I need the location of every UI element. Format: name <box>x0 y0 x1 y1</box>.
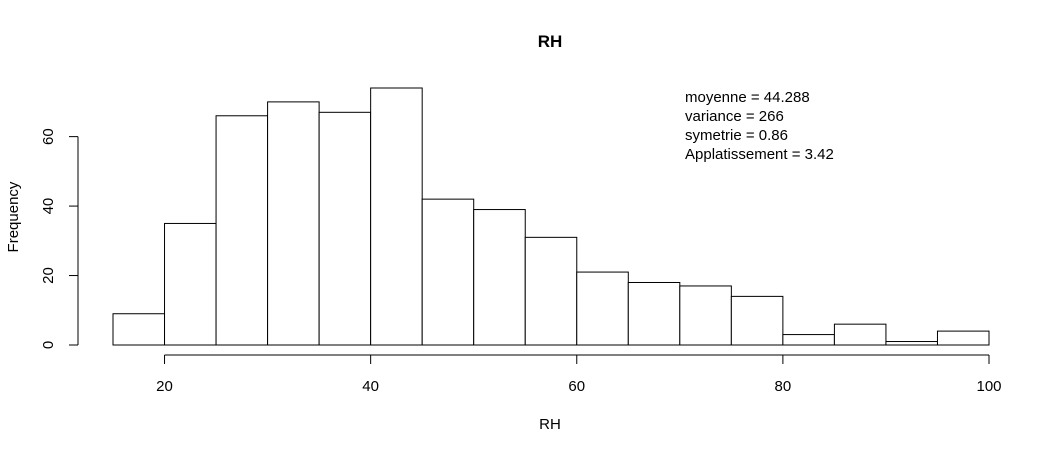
bars-group <box>112 87 990 346</box>
x-tick-label: 80 <box>775 378 792 395</box>
y-tick-label: 60 <box>40 128 57 145</box>
chart-title: RH <box>538 32 563 51</box>
histogram-bar <box>627 281 681 346</box>
x-tick-label: 20 <box>156 378 173 395</box>
y-tick-label: 40 <box>40 198 57 215</box>
histogram-bar <box>885 341 938 346</box>
x-tick-label: 60 <box>568 378 585 395</box>
histogram-bar <box>576 271 629 346</box>
histogram-bar <box>112 313 166 346</box>
stat-annotation: moyenne = 44.288 <box>685 89 810 106</box>
stat-annotation: Applatissement = 3.42 <box>685 146 834 163</box>
stat-annotation: variance = 266 <box>685 108 784 125</box>
x-axis: 20 40 60 80 100 <box>156 354 1002 395</box>
histogram-bar <box>215 115 269 346</box>
histogram-bar <box>421 198 475 346</box>
histogram-bar <box>370 87 423 346</box>
histogram-bar <box>164 222 217 346</box>
histogram-bar <box>473 209 526 346</box>
y-axis: 0 20 40 60 <box>40 128 79 349</box>
x-tick-label: 100 <box>976 378 1001 395</box>
stats-annotations: moyenne = 44.288 variance = 266 symetrie =… <box>685 89 834 163</box>
histogram-bar <box>267 101 320 346</box>
histogram-bar <box>679 285 732 346</box>
stat-annotation: symetrie = 0.86 <box>685 127 788 144</box>
y-axis-label: Frequency <box>5 181 22 252</box>
histogram-bar <box>524 236 578 346</box>
x-axis-label: RH <box>539 416 561 433</box>
histogram-bar <box>782 334 835 346</box>
histogram-bar <box>318 111 372 346</box>
histogram-bar <box>730 295 784 346</box>
y-tick-label: 0 <box>40 341 57 349</box>
x-tick-label: 40 <box>362 378 379 395</box>
histogram-bar <box>833 323 887 346</box>
y-tick-label: 20 <box>40 267 57 284</box>
histogram-bar <box>936 330 990 346</box>
